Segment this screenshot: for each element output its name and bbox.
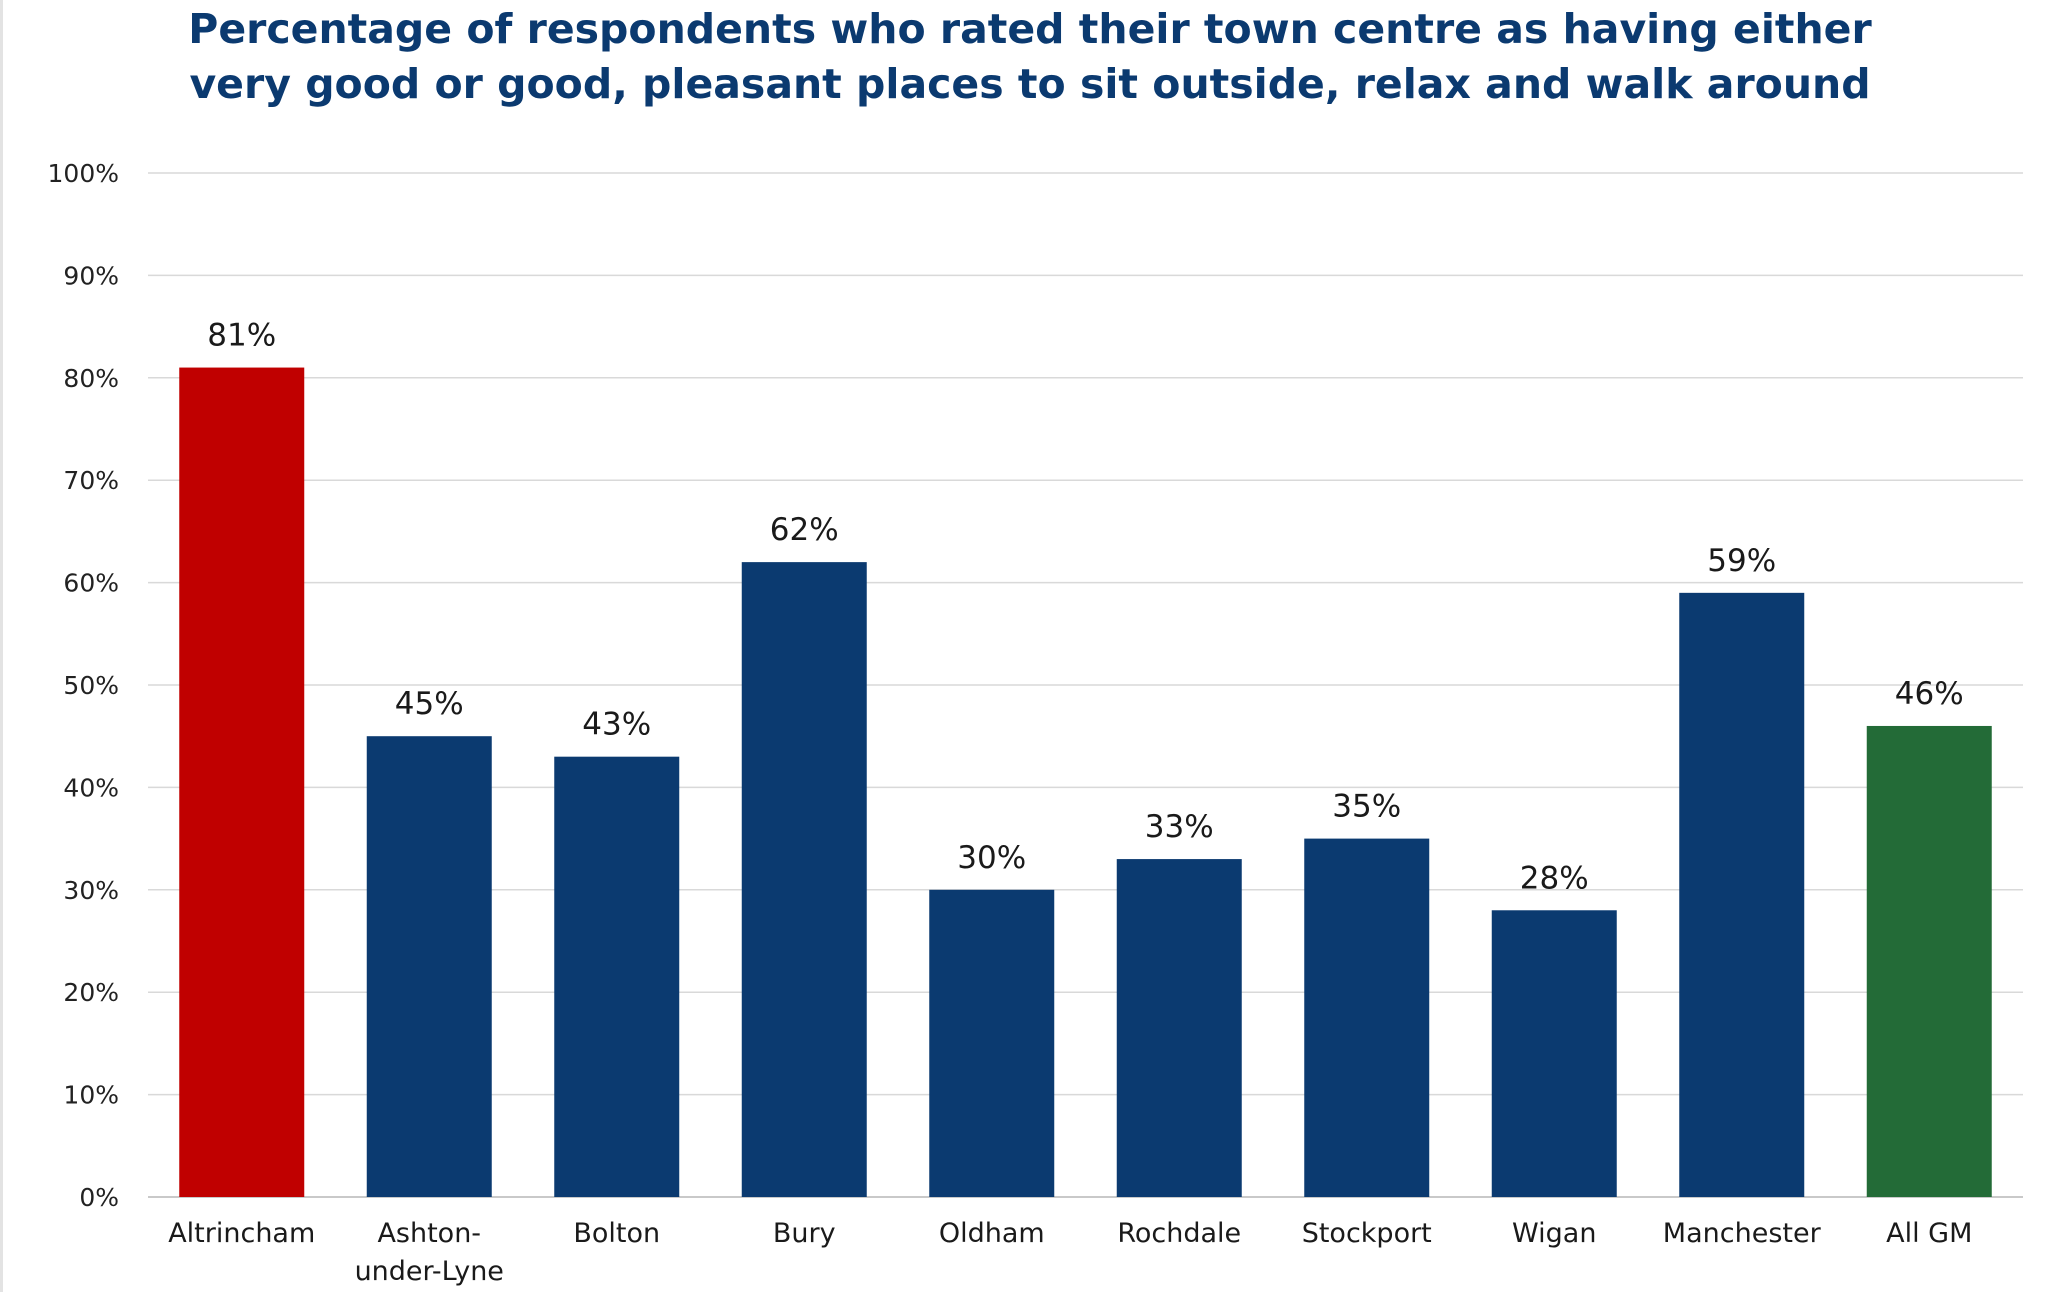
- y-tick-label-70: 70%: [63, 466, 119, 495]
- bar-oldham: [929, 889, 1055, 1197]
- y-tick-label-30: 30%: [63, 876, 119, 905]
- data-label-bolton: 43%: [582, 707, 651, 743]
- data-label-ashton-under-lyne: 45%: [395, 686, 464, 722]
- category-label-rochdale: Rochdale: [1117, 1218, 1241, 1249]
- bar-all-gm: [1866, 725, 1992, 1197]
- bar-rochdale: [1116, 859, 1242, 1197]
- category-label-altrincham: Altrincham: [168, 1218, 315, 1249]
- bar-bolton: [554, 756, 680, 1197]
- y-tick-label-100: 100%: [48, 159, 119, 188]
- y-tick-label-90: 90%: [63, 261, 119, 290]
- y-tick-label-0: 0%: [79, 1183, 119, 1212]
- bar-bury: [741, 562, 867, 1197]
- y-axis-ticks: 0% 10% 20% 30% 40% 50% 60% 70% 80% 90% 100%: [48, 159, 119, 1212]
- data-label-wigan: 28%: [1520, 860, 1589, 896]
- data-labels: 81% 45% 43% 62% 30% 33% 35% 28% 59% 46%: [207, 318, 1963, 897]
- category-label-bury: Bury: [773, 1218, 836, 1249]
- bar-wigan: [1491, 910, 1617, 1197]
- data-label-manchester: 59%: [1707, 543, 1776, 579]
- bar-ashton-under-lyne: [366, 736, 492, 1197]
- data-label-rochdale: 33%: [1145, 809, 1214, 845]
- y-tick-label-50: 50%: [63, 671, 119, 700]
- chart-title: Percentage of respondents who rated thei…: [188, 5, 1872, 108]
- category-label-manchester: Manchester: [1663, 1218, 1822, 1249]
- category-label-all-gm: All GM: [1886, 1218, 1972, 1249]
- y-tick-label-60: 60%: [63, 569, 119, 598]
- data-label-altrincham: 81%: [207, 318, 276, 354]
- category-label-stockport: Stockport: [1302, 1218, 1432, 1249]
- data-label-bury: 62%: [770, 512, 839, 548]
- category-label-ashton-under-lyne-line-2: under-Lyne: [355, 1256, 504, 1287]
- data-label-all-gm: 46%: [1895, 676, 1964, 712]
- category-label-oldham: Oldham: [939, 1218, 1045, 1249]
- y-tick-label-80: 80%: [63, 364, 119, 393]
- category-label-bolton: Bolton: [573, 1218, 660, 1249]
- bar-stockport: [1304, 838, 1430, 1197]
- bar-manchester: [1679, 592, 1805, 1197]
- bars: [179, 367, 1992, 1197]
- y-tick-label-20: 20%: [63, 978, 119, 1007]
- y-tick-label-10: 10%: [63, 1081, 119, 1110]
- category-label-ashton-under-lyne-line-1: Ashton-: [377, 1218, 481, 1249]
- bar-altrincham: [179, 367, 305, 1197]
- x-axis-categories: Altrincham Ashton-under-Lyne Bolton Bury Old…: [168, 1218, 1972, 1287]
- data-label-stockport: 35%: [1332, 789, 1401, 825]
- y-tick-label-40: 40%: [63, 773, 119, 802]
- left-edge-divider: [0, 0, 3, 1292]
- category-label-wigan: Wigan: [1512, 1218, 1596, 1249]
- data-label-oldham: 30%: [957, 840, 1026, 876]
